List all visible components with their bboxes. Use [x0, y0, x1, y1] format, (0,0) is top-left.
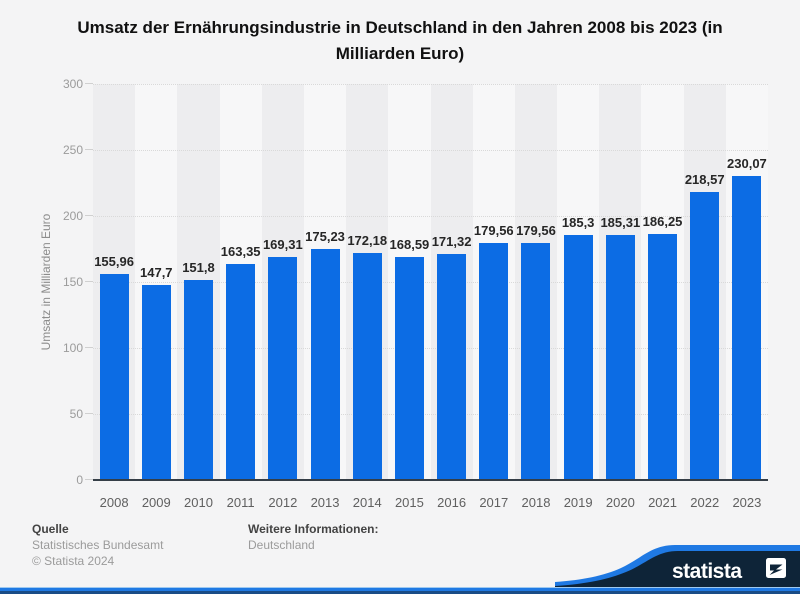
statista-wordmark: statista [672, 560, 742, 583]
bar-value-label: 168,59 [389, 237, 430, 253]
bar-value-label: 171,32 [431, 233, 472, 249]
y-tick [85, 149, 93, 150]
y-tick [85, 83, 93, 84]
gridline [93, 150, 768, 151]
bar [226, 264, 256, 480]
bar [437, 253, 467, 480]
bar-value-label: 186,25 [642, 214, 683, 230]
bar-value-label: 230,07 [727, 156, 767, 172]
x-tick-label: 2023 [732, 495, 762, 510]
source-block: Quelle Statistisches Bundesamt © Statist… [32, 521, 163, 569]
x-tick-label: 2010 [184, 495, 213, 510]
y-tick [85, 479, 93, 480]
bar [310, 248, 340, 480]
x-tick-label: 2015 [394, 495, 424, 510]
y-tick [85, 281, 93, 282]
bar-value-label: 151,8 [182, 259, 215, 275]
x-tick-label: 2017 [479, 495, 509, 510]
y-tick-label: 0 [76, 473, 83, 487]
x-axis-line [93, 479, 768, 481]
bottom-accent-strip [0, 587, 800, 594]
chart-title: Umsatz der Ernährungsindustrie in Deutsc… [77, 18, 723, 63]
logo-swoosh-navy [555, 551, 800, 587]
x-tick-label: 2020 [605, 495, 635, 510]
bar [648, 234, 678, 480]
y-tick-label: 200 [62, 209, 83, 223]
gridline [93, 414, 768, 415]
x-tick-label: 2019 [563, 495, 593, 510]
bar [141, 285, 171, 480]
bar [479, 242, 509, 480]
statista-mark-icon [766, 558, 786, 578]
gridline [93, 84, 768, 85]
x-tick-label: 2008 [99, 495, 129, 510]
y-tick [85, 347, 93, 348]
y-tick [85, 413, 93, 414]
x-tick-label: 2021 [648, 495, 677, 510]
bar-value-label: 185,31 [600, 215, 641, 231]
bar [183, 279, 213, 480]
source-label: Quelle [32, 522, 69, 536]
x-tick-label: 2013 [310, 495, 340, 510]
y-tick-label: 300 [62, 77, 83, 91]
bar-value-label: 147,7 [140, 265, 173, 281]
x-tick-label: 2022 [690, 495, 720, 510]
bar-value-label: 218,57 [684, 171, 725, 187]
source-name: Statistisches Bundesamt [32, 538, 164, 552]
x-tick-label: 2018 [521, 495, 551, 510]
x-tick-label: 2014 [352, 495, 382, 510]
bar [521, 242, 551, 480]
bar [690, 191, 720, 480]
x-tick-label: 2012 [268, 495, 298, 510]
bar-value-label: 175,23 [305, 228, 345, 244]
y-tick [85, 215, 93, 216]
bar [99, 274, 129, 480]
statista-logo[interactable]: statista [555, 545, 800, 587]
bar-value-label: 163,35 [220, 244, 261, 260]
bar-value-label: 155,96 [94, 254, 134, 270]
x-tick-label: 2011 [226, 495, 255, 510]
y-tick-label: 150 [62, 275, 83, 289]
info-block: Weitere Informationen: Deutschland [248, 521, 378, 553]
x-tick-label: 2009 [141, 495, 171, 510]
y-tick-label: 250 [62, 143, 83, 157]
plot-area: 0 50 100 150 200 250 300 155,96 2008 147,7 2009 151… [63, 77, 768, 510]
y-tick-label: 50 [69, 407, 83, 421]
bar-value-label: 179,56 [473, 222, 514, 238]
bar-value-label: 169,31 [262, 236, 303, 252]
bar [732, 176, 762, 480]
gridline [93, 216, 768, 217]
bar [268, 256, 298, 480]
bar [605, 235, 635, 480]
x-tick-label: 2016 [437, 495, 467, 510]
copyright-text: © Statista 2024 [32, 554, 115, 568]
bar-value-label: 179,56 [516, 222, 556, 238]
info-value: Deutschland [248, 538, 315, 552]
bar-value-label: 172,18 [347, 232, 388, 248]
gridline [93, 282, 768, 283]
gridline [93, 348, 768, 349]
bar-value-label: 185,3 [561, 215, 595, 231]
info-label: Weitere Informationen: [248, 522, 379, 536]
bar [394, 257, 424, 480]
bar [352, 252, 382, 480]
bar [563, 235, 593, 480]
y-tick-label: 100 [62, 341, 83, 355]
